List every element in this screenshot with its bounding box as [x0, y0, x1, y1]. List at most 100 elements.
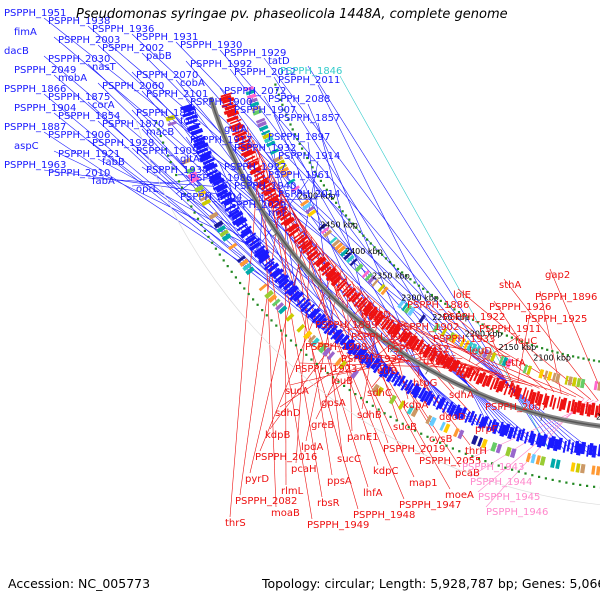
reverse-gene-arrow: [374, 314, 386, 326]
gc-skew-mark: [351, 222, 354, 225]
forward-gene-arrow: [426, 393, 435, 406]
forward-gene-arrow: [196, 142, 209, 151]
tick-label: 2150 kbp: [499, 343, 537, 352]
forward-gene-arrow: [334, 332, 345, 345]
gc-skew-mark: [193, 211, 196, 214]
cog-feature-block: [340, 248, 349, 257]
gc-skew-mark: [277, 93, 280, 96]
gc-skew-mark: [544, 477, 547, 480]
reverse-gene-arrow: [301, 240, 313, 251]
cog-feature-block: [406, 405, 415, 415]
gc-skew-mark: [392, 264, 396, 267]
reverse-gene-arrow: [260, 182, 273, 191]
reverse-gene-label: mdoD: [361, 310, 391, 321]
reverse-gene-arrow: [317, 262, 328, 272]
reverse-gene-label: dgoD: [439, 412, 466, 423]
forward-gene-arrow: [507, 426, 515, 440]
forward-gene-label: PSPPH_1931: [136, 32, 198, 43]
gc-skew-mark: [572, 355, 575, 358]
gc-skew-mark: [546, 348, 549, 351]
cog-feature-block: [269, 148, 280, 155]
forward-gene-arrow: [284, 285, 295, 295]
gc-skew-mark: [275, 324, 278, 327]
reverse-gene-label: PSPPH_1922: [443, 312, 505, 323]
gc-skew-mark: [214, 247, 217, 250]
reverse-gene-label: moeA: [445, 490, 474, 501]
forward-gene-arrow: [332, 328, 343, 341]
gc-skew-mark: [445, 444, 448, 447]
forward-gene-arrow: [330, 329, 340, 340]
forward-gene-label: PSPPH_1930: [180, 40, 242, 51]
forward-gene-arrow: [232, 216, 245, 226]
reverse-gene-arrow: [579, 403, 586, 416]
reverse-gene-arrow: [272, 205, 284, 213]
gc-skew-mark: [243, 287, 246, 290]
forward-gene-arrow: [258, 253, 270, 264]
reverse-gene-arrow: [240, 143, 253, 153]
gc-skew-mark: [285, 113, 288, 116]
gc-skew-mark: [265, 314, 268, 317]
forward-gene-arrow: [464, 411, 471, 423]
gc-skew-mark: [281, 103, 284, 106]
reverse-gene-arrow: [507, 382, 514, 395]
gc-skew-mark: [401, 271, 404, 274]
gc-skew-mark: [430, 293, 433, 297]
forward-gene-arrow: [220, 196, 233, 205]
reverse-gene-arrow: [422, 343, 430, 355]
gc-skew-mark: [274, 83, 277, 86]
forward-gene-arrow: [182, 110, 195, 118]
forward-leader-line: [43, 169, 219, 195]
gc-skew-mark: [164, 148, 167, 151]
cog-feature-block: [538, 369, 545, 379]
reverse-gene-label: PSPPH_1889: [315, 320, 377, 331]
cog-feature-block: [264, 136, 274, 144]
accession-text: Accession: NC_005773: [8, 576, 151, 591]
gc-skew-mark: [413, 281, 416, 284]
gc-skew-mark: [505, 334, 508, 337]
gc-skew-mark: [298, 142, 301, 145]
gc-skew-mark: [592, 359, 596, 362]
reverse-gene-arrow: [485, 374, 494, 387]
cog-feature-block: [361, 270, 370, 279]
forward-gene-arrow: [499, 424, 508, 437]
gc-skew-mark: [388, 260, 392, 264]
reverse-gene-arrow: [368, 309, 379, 321]
forward-gene-arrow: [437, 396, 447, 410]
reverse-gene-arrow: [597, 403, 600, 417]
cog-feature-block: [318, 343, 328, 354]
forward-gene-arrow: [190, 134, 203, 141]
reverse-gene-arrow: [459, 363, 467, 375]
reverse-gene-label: sthA: [499, 280, 521, 291]
forward-gene-arrow: [215, 183, 229, 193]
forward-gene-label: nasT: [92, 62, 117, 73]
forward-gene-arrow: [240, 228, 253, 239]
reverse-gene-arrow: [325, 267, 337, 278]
forward-gene-label: PSPPH_1921: [58, 149, 120, 160]
cog-feature-block: [550, 458, 556, 468]
forward-gene-arrow: [278, 278, 290, 289]
gc-skew-mark: [420, 432, 423, 435]
reverse-leader-line: [249, 230, 308, 474]
reverse-leader-line: [239, 193, 282, 496]
forward-gene-arrow: [497, 421, 504, 434]
gc-skew-mark: [491, 328, 494, 331]
cog-feature-block: [323, 229, 333, 238]
reverse-gene-label: PSPPH_1911: [479, 324, 541, 335]
cog-feature-block: [307, 334, 317, 344]
reverse-gene-arrow: [293, 230, 304, 240]
forward-gene-arrow: [224, 203, 237, 212]
reverse-gene-arrow: [336, 281, 347, 292]
cog-feature-block: [403, 304, 412, 314]
reverse-gene-arrow: [249, 166, 262, 176]
forward-gene-arrow: [512, 426, 519, 439]
reverse-gene-label: PSPPH_2019: [383, 444, 445, 455]
forward-gene-arrow: [486, 419, 493, 432]
cog-feature-block: [567, 376, 573, 386]
forward-gene-arrow: [236, 223, 248, 232]
cog-feature-block: [318, 223, 327, 231]
forward-gene-arrow: [235, 217, 248, 227]
gc-skew-mark: [525, 342, 528, 345]
reverse-gene-label: panE1: [347, 432, 379, 443]
reverse-gene-label: htpG: [413, 378, 437, 389]
reverse-gene-arrow: [234, 135, 247, 143]
